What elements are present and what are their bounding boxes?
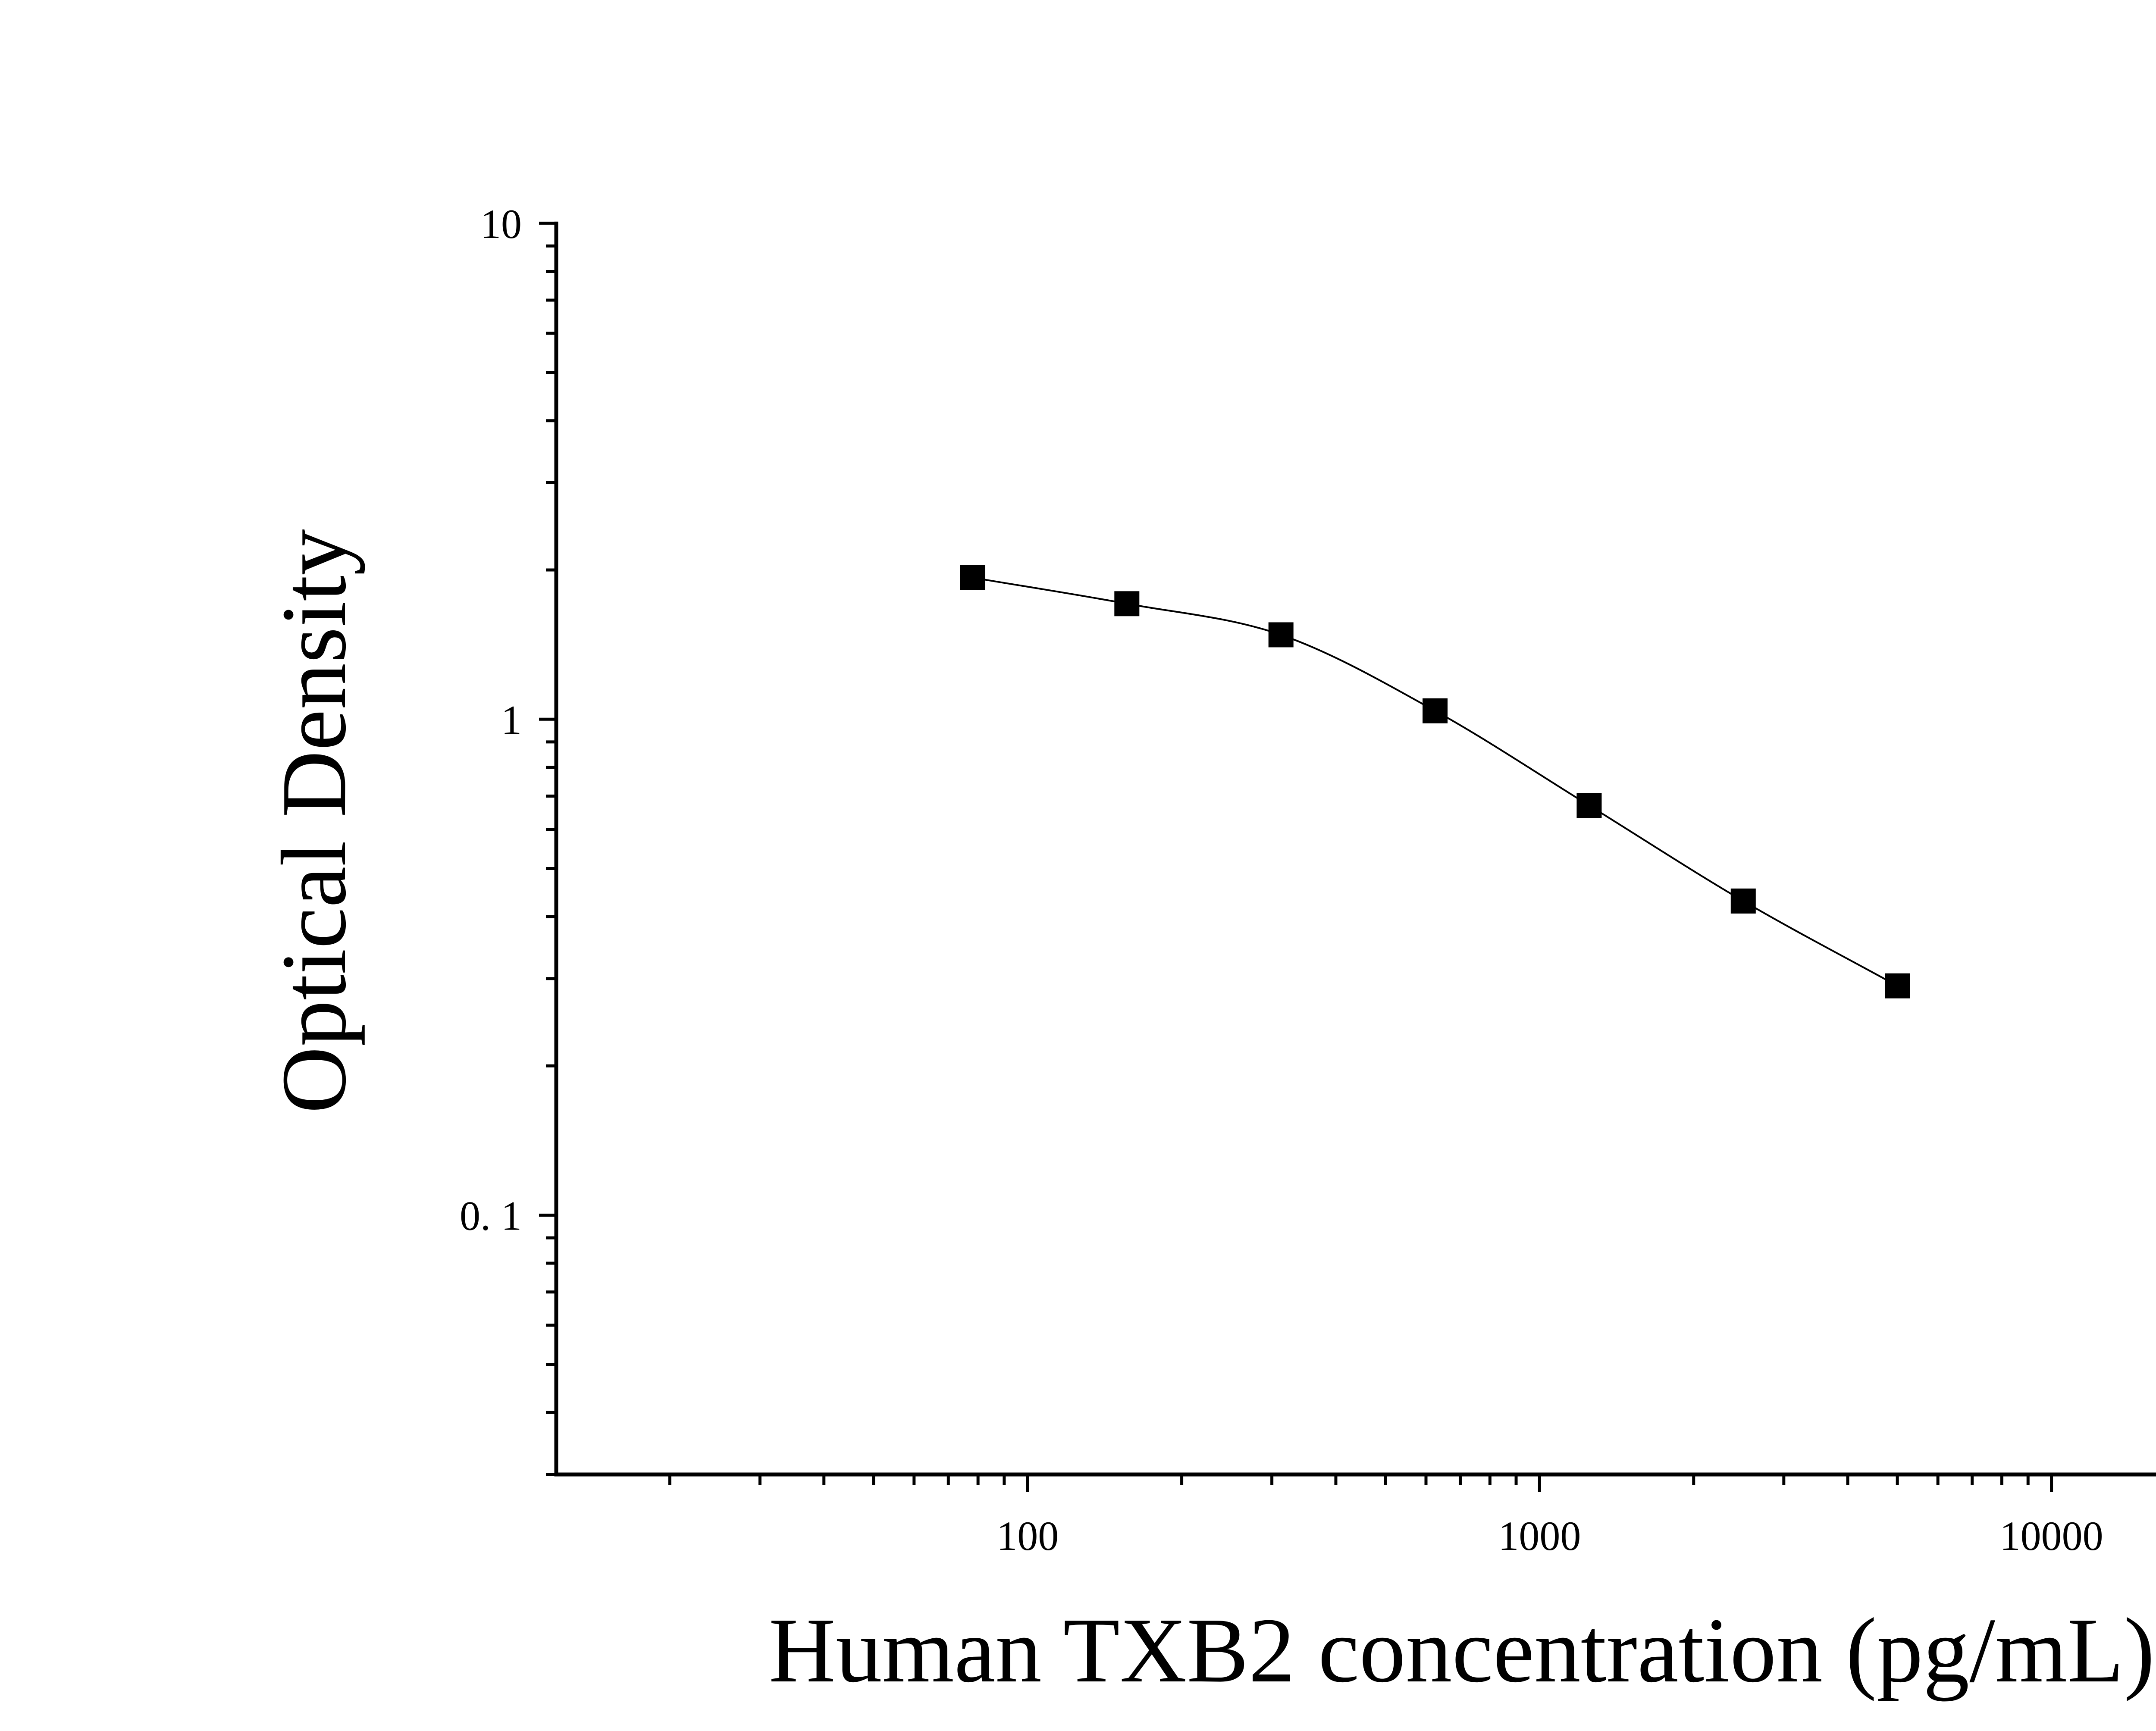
y-tick-label: 10 [480, 201, 522, 247]
data-point [1423, 698, 1448, 723]
data-point [1114, 591, 1140, 617]
data-point [1730, 888, 1756, 914]
data-point [960, 565, 985, 590]
tick-labels: 100 1000 10000 10 1 0. 1 [460, 201, 2103, 1559]
x-tick-label: 10000 [2000, 1513, 2103, 1559]
axes [554, 222, 2156, 1477]
x-tick-label: 1000 [1498, 1513, 1581, 1559]
fit-curve-layer [972, 576, 1898, 987]
data-point [1576, 793, 1602, 818]
data-point [1268, 622, 1294, 648]
x-axis-title: Human TXB2 concentration (pg/mL) [769, 1599, 2155, 1702]
y-axis-title: Optical Density [262, 529, 365, 1113]
fit-curve [972, 576, 1898, 987]
ticks [539, 222, 2053, 1492]
y-tick-label: 1 [501, 697, 522, 743]
x-tick-label: 100 [997, 1513, 1059, 1559]
data-points [960, 565, 1910, 999]
data-point [1885, 973, 1910, 999]
y-tick-label: 0. 1 [460, 1193, 522, 1239]
